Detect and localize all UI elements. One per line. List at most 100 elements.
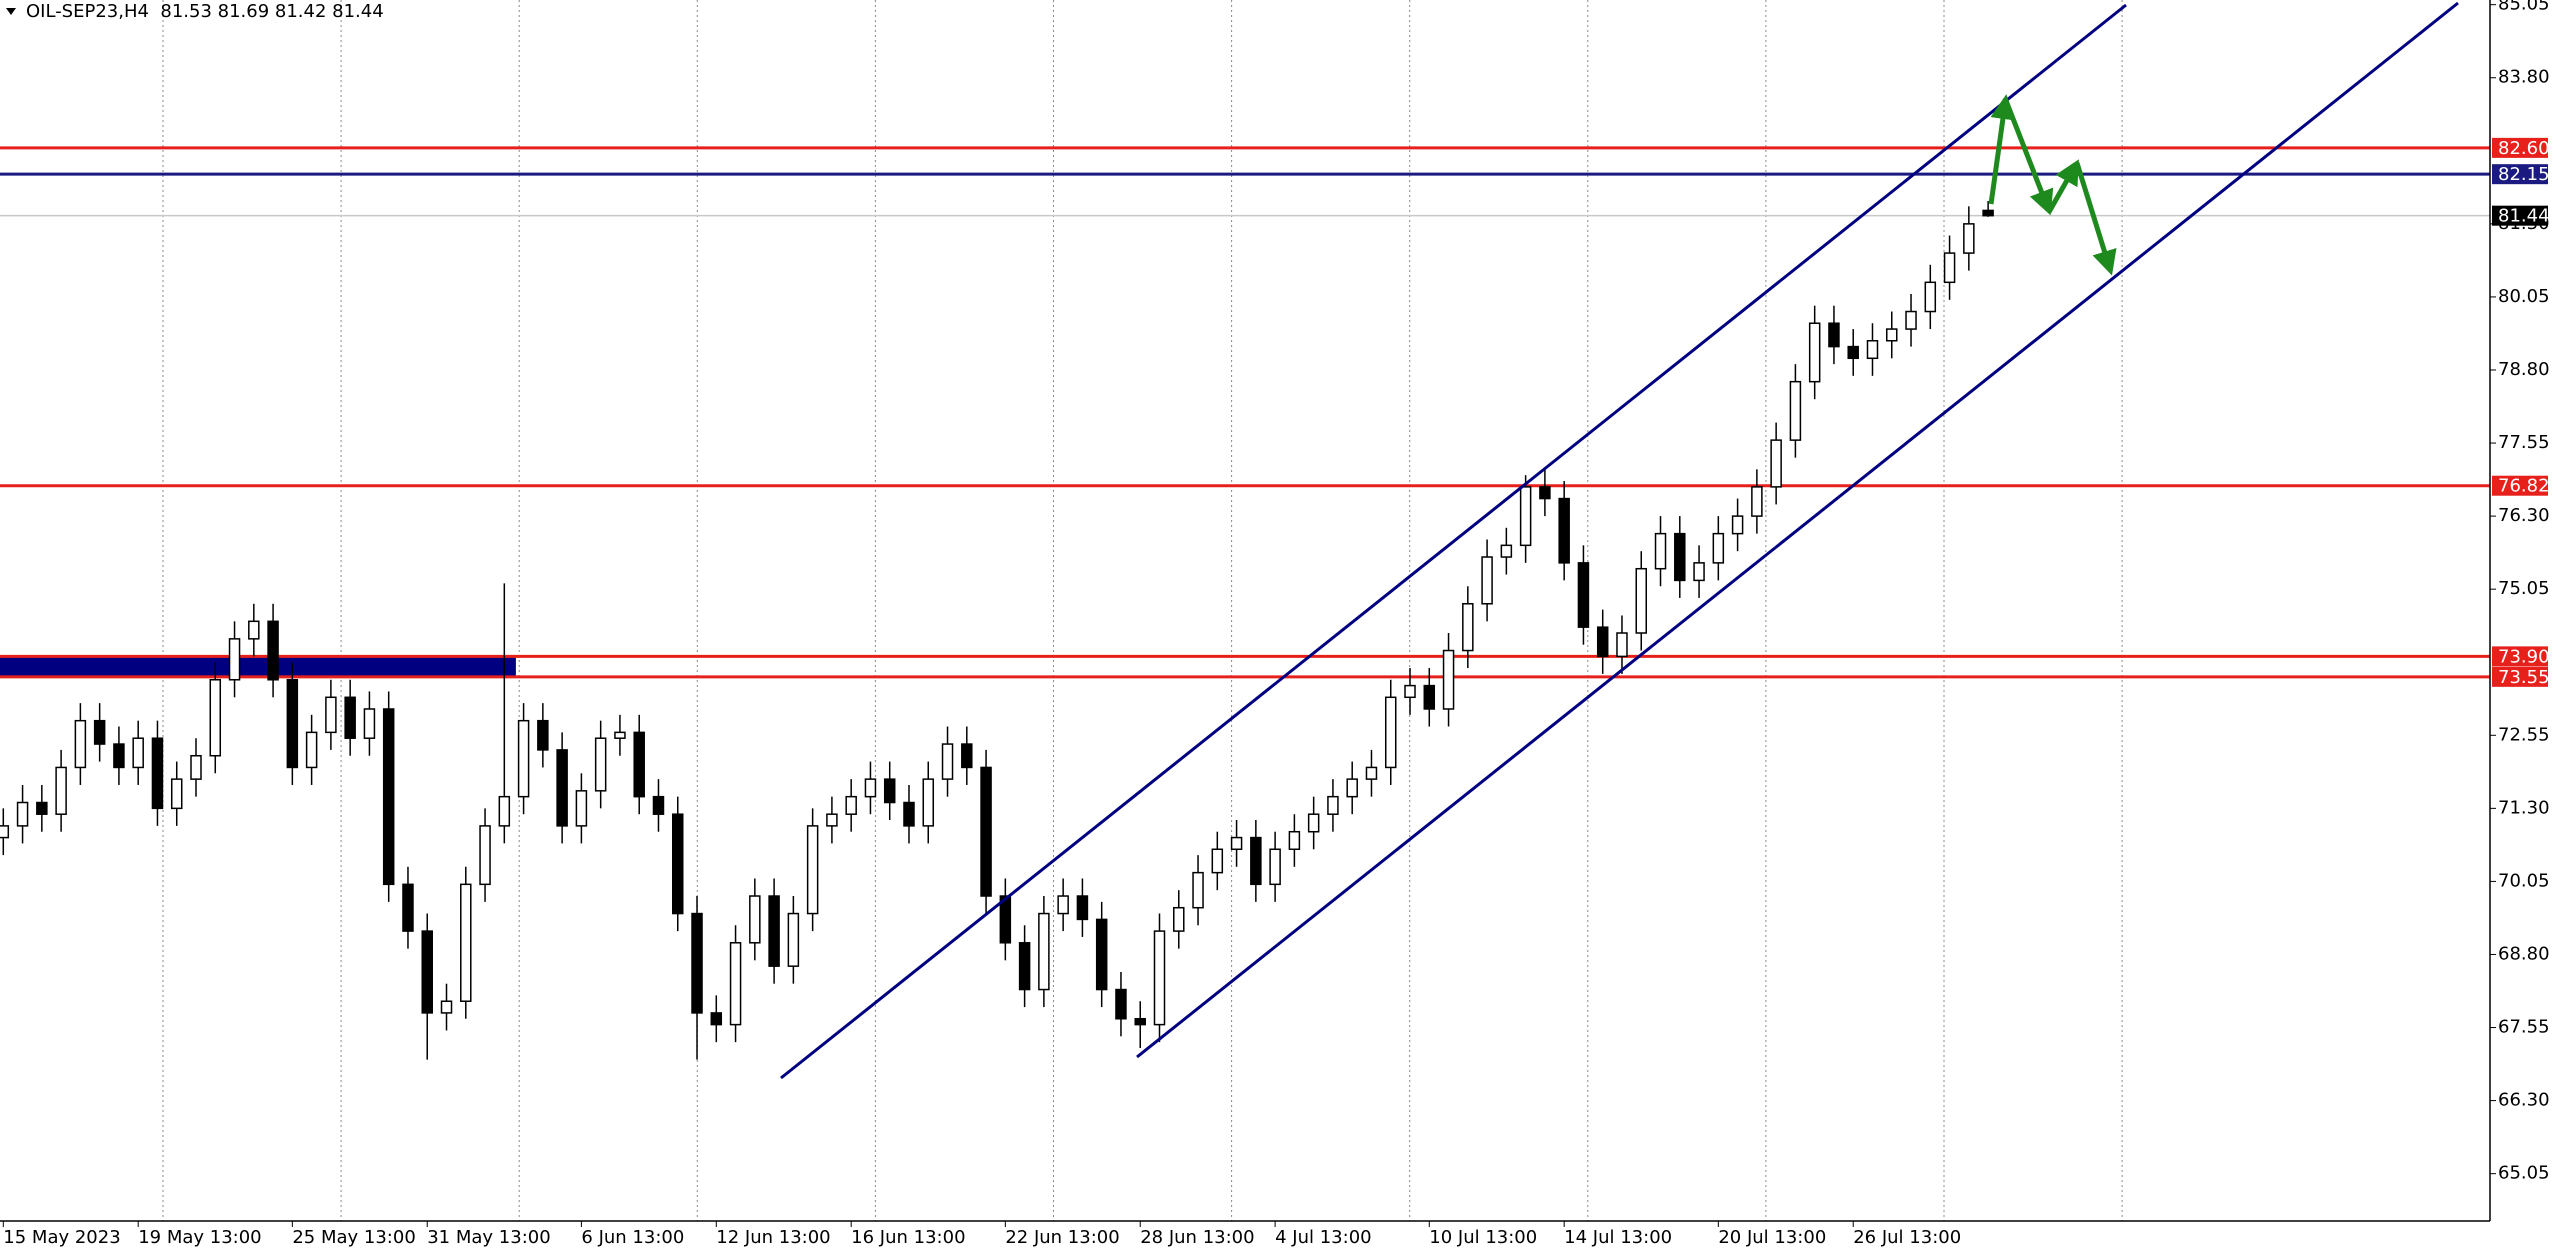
- x-tick-label: 25 May 13:00: [292, 1227, 415, 1248]
- x-tick-label: 28 Jun 13:00: [1140, 1227, 1254, 1248]
- candle-body: [16, 801, 29, 827]
- x-tick-label: 19 May 13:00: [138, 1227, 261, 1248]
- candle-body: [248, 620, 260, 640]
- candle-body: [864, 778, 877, 798]
- candle-body: [1654, 532, 1667, 570]
- candle-body: [1057, 895, 1069, 915]
- levels: [0, 146, 2490, 679]
- candle-body: [170, 778, 183, 810]
- candle-body: [1558, 497, 1570, 564]
- candle-body: [74, 719, 87, 769]
- candles: [0, 201, 1994, 1060]
- arrow-segment: [2074, 162, 2117, 276]
- candle-body: [1230, 836, 1243, 851]
- candle-body: [787, 912, 800, 967]
- candle-body: [1616, 632, 1628, 658]
- y-tick-label: 70.05: [2498, 870, 2550, 891]
- candle-body: [1018, 942, 1031, 991]
- level-label-box: [2492, 205, 2548, 226]
- candle-body: [691, 912, 703, 1014]
- candle-body: [806, 825, 819, 915]
- candle-body: [999, 895, 1012, 944]
- candle-body: [537, 719, 549, 751]
- candle-body: [556, 749, 568, 827]
- candle-body: [652, 795, 665, 815]
- candle-body: [1442, 649, 1455, 710]
- candle-body: [614, 731, 626, 739]
- candle-body: [1211, 848, 1224, 874]
- candle-body: [1751, 486, 1763, 517]
- candle-body: [382, 708, 395, 886]
- candle-body: [1943, 252, 1956, 284]
- candle-body: [1577, 562, 1590, 628]
- y-tick-label: 85.05: [2498, 0, 2550, 15]
- level-label: 73.55: [2498, 667, 2550, 688]
- candle-body: [132, 737, 144, 769]
- grid: [162, 0, 2123, 1221]
- candle-body: [1789, 380, 1802, 441]
- candle-body: [190, 754, 202, 780]
- candle-body: [267, 620, 279, 681]
- level-label-box: [2492, 666, 2548, 687]
- candle-body: [768, 895, 780, 967]
- candle-body: [1924, 281, 1937, 313]
- candle-body: [1635, 567, 1647, 634]
- x-tick-label: 26 Jul 13:00: [1853, 1227, 1961, 1248]
- level-label: 76.82: [2498, 476, 2550, 497]
- y-tick-label: 77.55: [2498, 432, 2550, 453]
- candle-body: [1693, 562, 1705, 582]
- x-tick-label: 22 Jun 13:00: [1005, 1227, 1119, 1248]
- candle-body: [845, 795, 857, 815]
- candle-body: [941, 743, 954, 780]
- candle-body: [903, 801, 915, 827]
- y-tick-label: 71.30: [2498, 797, 2550, 818]
- candle-body: [1423, 684, 1436, 710]
- candle-body: [1288, 830, 1301, 851]
- candle-body: [36, 801, 48, 815]
- candle-body: [922, 778, 935, 827]
- candle-body: [1076, 895, 1089, 921]
- candle-body: [344, 696, 356, 739]
- candle-body: [1134, 1018, 1146, 1026]
- candle-body: [1038, 912, 1050, 991]
- y-tick-label: 75.05: [2498, 578, 2550, 599]
- arrow-segment: [2002, 97, 2054, 216]
- x-tick-label: 12 Jun 13:00: [716, 1227, 830, 1248]
- candle-body: [1982, 209, 1994, 217]
- candle-body: [209, 679, 222, 757]
- candle-body: [575, 790, 588, 827]
- level-label-box: [2492, 137, 2548, 158]
- candle-body: [460, 883, 472, 1002]
- candle-body: [1307, 813, 1320, 833]
- candle-body: [1596, 626, 1609, 658]
- candle-body: [1539, 486, 1551, 500]
- candle-body: [1481, 556, 1493, 605]
- candle-body: [1365, 766, 1378, 780]
- candle-body: [1674, 532, 1686, 582]
- x-tick-label: 16 Jun 13:00: [851, 1227, 965, 1248]
- candle-body: [1192, 871, 1204, 909]
- candle-body: [980, 766, 992, 897]
- candle-body: [1500, 544, 1513, 558]
- y-tick-label: 66.30: [2498, 1090, 2550, 1111]
- candle-body: [672, 813, 684, 915]
- candle-body: [440, 1000, 453, 1014]
- candle-body: [1886, 328, 1898, 342]
- candle-body: [1173, 906, 1185, 932]
- x-tick-label: 10 Jul 13:00: [1429, 1227, 1537, 1248]
- candle-body: [710, 1012, 723, 1026]
- x-tick-label: 20 Jul 13:00: [1718, 1227, 1826, 1248]
- candle-body: [1346, 778, 1358, 798]
- candle-body: [498, 795, 511, 827]
- y-tick-label: 72.55: [2498, 724, 2550, 745]
- candle-body: [1828, 322, 1840, 348]
- candle-body: [363, 708, 376, 739]
- candle-body: [479, 825, 491, 886]
- arrow-segment: [1988, 94, 2016, 205]
- candle-body: [1731, 515, 1744, 535]
- candle-body: [749, 895, 761, 944]
- candle-body: [1153, 930, 1166, 1026]
- candle-body: [1115, 988, 1127, 1020]
